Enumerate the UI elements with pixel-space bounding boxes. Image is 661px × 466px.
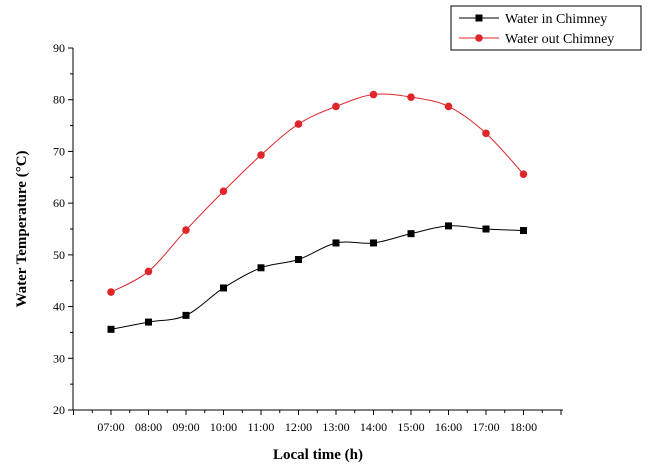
data-point-square xyxy=(482,225,490,233)
y-tick-label: 40 xyxy=(53,300,65,314)
data-point-square xyxy=(332,239,340,247)
data-point-circle xyxy=(332,102,340,111)
data-point-circle xyxy=(257,151,265,159)
y-axis-title: Water Temperature (°C) xyxy=(14,150,30,307)
legend-box xyxy=(450,5,642,51)
data-point-circle xyxy=(444,102,453,111)
legend: Water in Chimney Water out Chimney xyxy=(450,5,642,51)
x-tick-label: 12:00 xyxy=(285,420,312,434)
data-point-square xyxy=(520,227,527,235)
data-point-square xyxy=(182,311,190,319)
x-tick-label: 18:00 xyxy=(510,420,537,434)
series-water-out-chimney xyxy=(107,90,528,296)
data-point-square xyxy=(445,222,452,230)
legend-label: Water in Chimney xyxy=(505,12,607,27)
series-line xyxy=(110,225,524,330)
data-point-square xyxy=(475,14,483,22)
series-layer xyxy=(107,90,528,333)
data-point-circle xyxy=(182,226,190,234)
data-point-circle xyxy=(519,170,528,178)
data-point-circle xyxy=(369,90,378,99)
data-point-circle xyxy=(294,120,303,128)
data-point-circle xyxy=(144,267,153,276)
data-point-circle xyxy=(407,93,415,101)
series-water-in-chimney xyxy=(107,222,527,333)
x-axis-title: Local time (h) xyxy=(273,447,363,463)
x-tick-label: 09:00 xyxy=(172,420,199,434)
data-point-circle xyxy=(219,187,228,196)
x-tick-label: 14:00 xyxy=(360,420,387,434)
x-ticks: 07:00 08:00 09:00 10:00 11:00 12:00 13:00 14:00… xyxy=(73,410,562,434)
legend-label: Water out Chimney xyxy=(505,32,614,47)
x-tick-label: 11:00 xyxy=(248,420,275,434)
x-tick-label: 15:00 xyxy=(397,420,424,434)
x-tick-label: 13:00 xyxy=(322,420,349,434)
data-point-square xyxy=(370,239,377,247)
data-point-circle xyxy=(482,129,490,138)
x-tick-label: 10:00 xyxy=(210,420,237,434)
y-tick-label: 70 xyxy=(53,144,65,158)
y-ticks: 20 30 40 50 60 70 80 90 xyxy=(53,41,73,417)
y-tick-label: 60 xyxy=(53,196,65,210)
data-point-square xyxy=(407,230,415,238)
data-point-square xyxy=(257,264,265,272)
data-point-square xyxy=(295,256,302,264)
y-tick-label: 90 xyxy=(53,41,65,55)
data-point-square xyxy=(145,318,152,326)
x-tick-label: 08:00 xyxy=(135,420,162,434)
data-point-circle xyxy=(475,34,483,42)
data-point-circle xyxy=(107,288,115,296)
x-tick-label: 07:00 xyxy=(97,420,124,434)
x-tick-label: 17:00 xyxy=(472,420,499,434)
y-tick-label: 80 xyxy=(53,93,65,107)
y-tick-label: 20 xyxy=(53,403,65,417)
data-point-square xyxy=(220,284,227,292)
y-tick-label: 50 xyxy=(53,248,65,262)
data-point-square xyxy=(107,325,115,333)
series-line xyxy=(110,93,524,293)
y-tick-label: 30 xyxy=(53,351,65,365)
x-tick-label: 16:00 xyxy=(435,420,462,434)
